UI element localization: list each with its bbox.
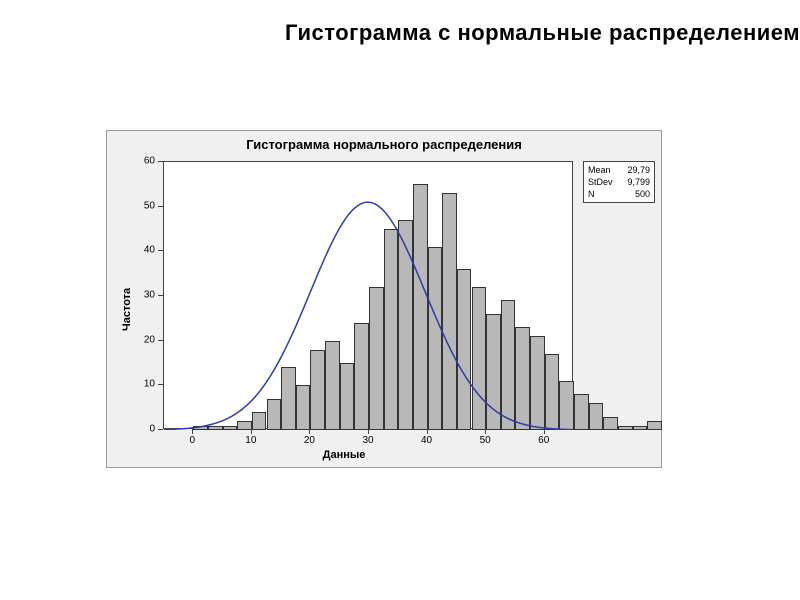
y-tick <box>158 384 163 385</box>
x-tick-label: 30 <box>362 435 373 446</box>
histogram-bar <box>574 394 589 430</box>
histogram-chart: Гистограмма нормального распределения Ча… <box>106 130 662 468</box>
x-tick-label: 60 <box>538 435 549 446</box>
histogram-bar <box>354 323 369 430</box>
y-tick-label: 60 <box>135 156 155 167</box>
histogram-bar <box>618 426 633 430</box>
legend-value: 29,79 <box>627 164 650 176</box>
x-tick-label: 20 <box>304 435 315 446</box>
histogram-bar <box>559 381 574 430</box>
x-tick-label: 10 <box>245 435 256 446</box>
x-tick-label: 40 <box>421 435 432 446</box>
histogram-bar <box>647 421 662 430</box>
x-tick <box>251 429 252 434</box>
histogram-bar <box>413 184 428 430</box>
histogram-bar <box>369 287 384 430</box>
page-title: Гистограмма с нормальные распределением <box>0 0 800 46</box>
histogram-bar <box>428 247 443 430</box>
histogram-bar <box>340 363 355 430</box>
histogram-bar <box>325 341 340 430</box>
histogram-bar <box>515 327 530 430</box>
plot-area <box>163 161 573 429</box>
histogram-bar <box>384 229 399 430</box>
histogram-bar <box>603 417 618 430</box>
histogram-bar <box>310 350 325 430</box>
histogram-bar <box>193 426 208 430</box>
legend-row: N 500 <box>588 188 650 200</box>
y-tick-label: 40 <box>135 245 155 256</box>
y-tick-label: 20 <box>135 334 155 345</box>
chart-title: Гистограмма нормального распределения <box>107 137 661 152</box>
legend-value: 500 <box>635 188 650 200</box>
histogram-bar <box>398 220 413 430</box>
y-tick <box>158 206 163 207</box>
y-tick <box>158 429 163 430</box>
y-tick <box>158 250 163 251</box>
x-tick-label: 50 <box>480 435 491 446</box>
x-tick <box>309 429 310 434</box>
histogram-bar <box>633 426 648 430</box>
histogram-bar <box>208 426 223 430</box>
histogram-bar <box>589 403 604 430</box>
histogram-bar <box>501 300 516 430</box>
histogram-bar <box>442 193 457 430</box>
histogram-bar <box>252 412 267 430</box>
histogram-bar <box>530 336 545 430</box>
histogram-bar <box>223 426 238 430</box>
y-tick-label: 10 <box>135 379 155 390</box>
histogram-bar <box>237 421 252 430</box>
y-axis-label: Частота <box>121 288 133 331</box>
x-tick <box>192 429 193 434</box>
x-axis-label: Данные <box>107 449 581 461</box>
legend-row: StDev 9,799 <box>588 176 650 188</box>
x-tick <box>485 429 486 434</box>
y-tick <box>158 295 163 296</box>
histogram-bar <box>457 269 472 430</box>
legend-value: 9,799 <box>627 176 650 188</box>
x-tick <box>368 429 369 434</box>
x-tick-label: 0 <box>190 435 196 446</box>
y-tick-label: 50 <box>135 200 155 211</box>
histogram-bar <box>472 287 487 430</box>
histogram-bar <box>267 399 282 430</box>
legend-label: N <box>588 188 595 200</box>
x-tick <box>427 429 428 434</box>
legend-label: StDev <box>588 176 613 188</box>
x-tick <box>544 429 545 434</box>
y-tick-label: 30 <box>135 290 155 301</box>
histogram-bar <box>281 367 296 430</box>
histogram-bar <box>545 354 560 430</box>
y-tick-label: 0 <box>135 424 155 435</box>
histogram-bar <box>486 314 501 430</box>
y-tick <box>158 161 163 162</box>
legend-row: Mean 29,79 <box>588 164 650 176</box>
histogram-bar <box>296 385 311 430</box>
legend-label: Mean <box>588 164 611 176</box>
stats-legend: Mean 29,79 StDev 9,799 N 500 <box>583 161 655 203</box>
y-tick <box>158 340 163 341</box>
